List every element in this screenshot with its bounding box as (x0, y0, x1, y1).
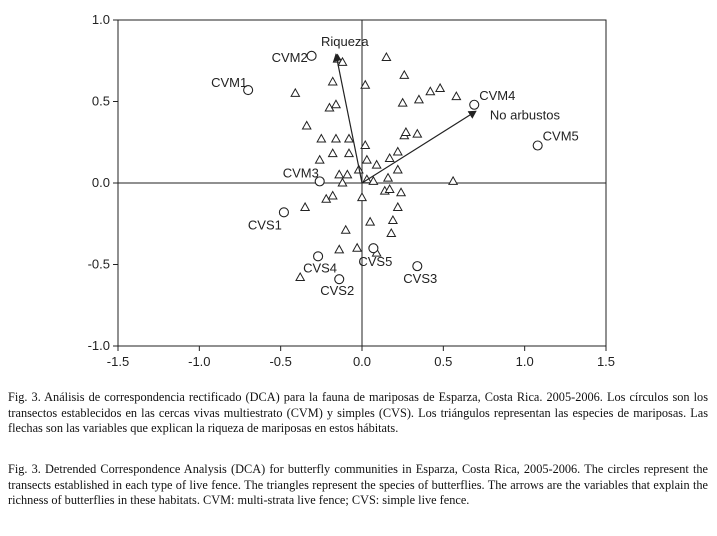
x-tick-label: 1.0 (516, 354, 534, 369)
species-triangle (381, 51, 392, 61)
transect-circle (368, 243, 379, 254)
transect-circle (314, 176, 325, 187)
species-triangle (301, 120, 312, 130)
species-triangle (342, 169, 353, 179)
variable-arrows: Riqueza No arbustos (321, 34, 561, 184)
transect-label: CVM2 (272, 50, 308, 65)
y-tick-label: -1.0 (88, 338, 110, 353)
species-triangle (352, 242, 363, 252)
arrow-label: Riqueza (321, 34, 369, 49)
transect-circle (412, 261, 423, 272)
species-triangle (334, 244, 345, 254)
transect-circle (313, 251, 324, 262)
species-triangle (395, 187, 407, 197)
transect-points: CVM1 CVM2 CVM3 CVM4 CVM5 CVS1 CVS2 CVS3 CVS4 CVS5 (211, 50, 579, 298)
figure-caption-spanish: Fig. 3. Análisis de correspondencia rect… (8, 390, 708, 435)
transect-label: CVS2 (320, 283, 354, 298)
x-tick-label: 0.0 (353, 354, 371, 369)
species-triangle (451, 91, 462, 101)
species-triangle (295, 272, 306, 282)
species-triangle (360, 139, 371, 150)
species-triangle (343, 133, 355, 143)
x-tick-label: -1.5 (107, 354, 129, 369)
species-triangle (399, 69, 410, 79)
species-triangle (425, 86, 436, 96)
species-triangle (413, 94, 424, 104)
species-triangle (382, 172, 394, 182)
species-triangle (316, 133, 327, 143)
species-triangle (448, 175, 459, 185)
x-tick-label: -1.0 (188, 354, 210, 369)
transect-label: CVM4 (479, 88, 515, 103)
transect-circle (278, 207, 289, 218)
species-triangle (360, 79, 371, 89)
x-tick-label: 1.5 (597, 354, 615, 369)
species-triangle (387, 214, 398, 224)
species-triangle (392, 146, 403, 156)
species-triangle (386, 228, 397, 238)
figure-caption-english: Fig. 3. Detrended Correspondence Analysi… (8, 462, 708, 507)
transect-circle (243, 85, 254, 96)
species-triangle (412, 128, 423, 138)
species-triangle (340, 224, 351, 234)
species-triangle (300, 201, 311, 211)
species-triangle (384, 183, 395, 194)
x-tick-label: -0.5 (269, 354, 291, 369)
y-tick-label: 0.5 (92, 94, 110, 109)
species-triangle (392, 201, 403, 211)
species-triangle (337, 177, 348, 187)
transect-label: CVM1 (211, 75, 247, 90)
species-triangle (384, 153, 395, 163)
species-triangle (334, 169, 345, 179)
species-triangle (330, 99, 342, 109)
arrow-label: No arbustos (490, 107, 561, 122)
species-triangle (314, 154, 325, 164)
species-triangle (400, 126, 411, 136)
species-triangle (327, 76, 338, 86)
dca-scatter-plot: -1.5 -1.0 -0.5 0.0 0.5 1.0 1.5 1.00.50.0-0.5-1… (88, 12, 615, 369)
species-triangle (343, 148, 355, 158)
species-triangle (330, 133, 342, 143)
y-tick-label: 0.0 (92, 175, 110, 190)
species-triangle (435, 82, 446, 92)
y-tick-label: -0.5 (88, 257, 110, 272)
variable-arrow (332, 53, 363, 184)
species-points (290, 51, 462, 282)
species-triangle (397, 97, 408, 107)
species-triangle (368, 175, 379, 185)
transect-circle (306, 50, 317, 61)
transect-label: CVM5 (543, 129, 579, 144)
y-tick-label: 1.0 (92, 12, 110, 27)
transect-label: CVM3 (283, 165, 319, 180)
x-tick-label: 0.5 (434, 354, 452, 369)
species-triangle (327, 190, 338, 200)
y-axis-ticks: 1.0 0.5 0.0 -0.5 -1.0 (88, 12, 118, 353)
x-axis-ticks: -1.5 -1.0 -0.5 0.0 0.5 1.0 1.5 (107, 346, 615, 369)
species-triangle (327, 148, 338, 158)
transect-circle (469, 99, 480, 110)
transect-label: CVS5 (358, 254, 392, 269)
species-triangle (290, 87, 301, 97)
transect-label: CVS4 (303, 260, 337, 275)
transect-circle (334, 274, 345, 285)
species-triangle (371, 159, 382, 169)
transect-circle (532, 140, 543, 151)
species-triangle (392, 164, 403, 174)
species-triangle (356, 192, 368, 202)
transect-label: CVS1 (248, 217, 282, 232)
transect-label: CVS3 (403, 271, 437, 286)
species-triangle (361, 154, 372, 164)
species-triangle (365, 216, 376, 226)
variable-arrow (361, 110, 477, 184)
